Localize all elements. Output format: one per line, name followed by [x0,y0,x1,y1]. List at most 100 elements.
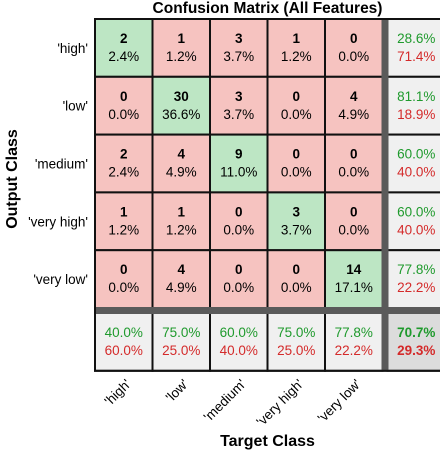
matrix-cell [94,133,154,194]
cell-percent: 3.7% [223,107,254,122]
matrix-cell [209,249,269,309]
cell-percent: 1.2% [166,222,197,237]
matrix-cell [266,75,326,136]
row-summary-wrong: 18.9% [397,107,435,122]
y-tick-label: 'medium' [35,157,88,172]
cell-percent: 0.0% [223,280,254,295]
matrix-cell [324,18,384,78]
cell-percent: 2.4% [108,165,139,180]
cell-count: 14 [346,262,362,277]
cell-count: 9 [235,147,243,162]
col-summary-wrong: 60.0% [105,343,143,358]
x-tick-label: 'very high' [253,376,306,429]
matrix-cell [209,191,269,252]
cell-count: 0 [292,89,300,104]
cell-count: 1 [120,204,128,219]
chart-title: Confusion Matrix (All Features) [152,0,383,17]
cell-count: 3 [292,204,300,219]
col-summary-wrong: 22.2% [335,343,373,358]
cell-percent: 17.1% [335,280,373,295]
matrix-cell [151,75,211,136]
cell-count: 0 [350,147,358,162]
matrix-cell [94,249,154,309]
matrix-cell [209,18,269,78]
summary-separator-horizontal [94,307,440,314]
y-tick-label: 'very low' [33,272,88,287]
x-tick-label: 'medium' [201,376,249,424]
matrix-cell [94,18,154,78]
matrix-cell [324,75,384,136]
matrix-cell [266,249,326,309]
overall-cell [386,312,440,372]
cell-percent: 0.0% [281,165,312,180]
cell-percent: 0.0% [338,49,369,64]
cell-count: 4 [177,262,185,277]
matrix-cell [151,133,211,194]
x-tick-label: 'low' [163,376,192,405]
row-summary-correct: 28.6% [397,31,435,46]
row-summary-correct: 81.1% [397,89,435,104]
matrix-cell [324,133,384,194]
cell-count: 0 [235,262,243,277]
matrix-cell [209,75,269,136]
row-summary-wrong: 40.0% [397,222,435,237]
cell-percent: 3.7% [281,222,312,237]
col-summary-wrong: 25.0% [162,343,200,358]
x-tick-label: 'high' [102,376,134,408]
col-summary-correct: 60.0% [220,325,258,340]
cell-count: 0 [292,262,300,277]
col-summary-wrong: 25.0% [277,343,315,358]
x-tick-label: 'very low' [315,376,364,425]
y-tick-label: 'high' [57,41,88,56]
row-summary-wrong: 22.2% [397,280,435,295]
cell-percent: 0.0% [108,280,139,295]
cell-percent: 1.2% [166,49,197,64]
cell-percent: 4.9% [166,280,197,295]
cell-count: 1 [177,204,185,219]
cell-count: 0 [120,262,128,277]
col-summary-cell [266,312,326,372]
matrix-cell [151,249,211,309]
cell-count: 0 [350,31,358,46]
cell-percent: 1.2% [281,49,312,64]
cell-count: 4 [177,147,185,162]
row-summary-correct: 77.8% [397,262,435,277]
y-tick-label: 'low' [63,99,88,114]
col-summary-correct: 40.0% [105,325,143,340]
row-summary-wrong: 40.0% [397,165,435,180]
row-summary-correct: 60.0% [397,204,435,219]
matrix-cell [324,191,384,252]
cell-count: 2 [120,147,128,162]
cell-percent: 4.9% [166,165,197,180]
cell-count: 1 [177,31,185,46]
matrix-cell [209,133,269,194]
col-summary-correct: 77.8% [335,325,373,340]
cell-count: 0 [120,89,128,104]
col-summary-correct: 75.0% [162,325,200,340]
overall-wrong: 29.3% [397,343,435,358]
matrix-cell [151,18,211,78]
matrix-cell [266,191,326,252]
cell-count: 0 [292,147,300,162]
col-summary-correct: 75.0% [277,325,315,340]
cell-count: 2 [120,31,128,46]
col-summary-cell [324,312,384,372]
cell-percent: 4.9% [338,107,369,122]
matrix-cell [151,191,211,252]
col-summary-cell [209,312,269,372]
cell-count: 4 [350,89,358,104]
cell-count: 0 [235,204,243,219]
col-summary-wrong: 40.0% [220,343,258,358]
cell-percent: 2.4% [108,49,139,64]
cell-percent: 0.0% [338,165,369,180]
row-summary-cell [386,191,440,252]
cell-percent: 0.0% [281,107,312,122]
row-summary-cell [386,18,440,78]
cell-percent: 11.0% [220,165,257,180]
y-tick-label: 'very high' [28,214,88,229]
cell-count: 3 [235,89,243,104]
matrix-frame [94,18,440,372]
row-summary-wrong: 71.4% [397,49,435,64]
row-summary-correct: 60.0% [397,147,435,162]
